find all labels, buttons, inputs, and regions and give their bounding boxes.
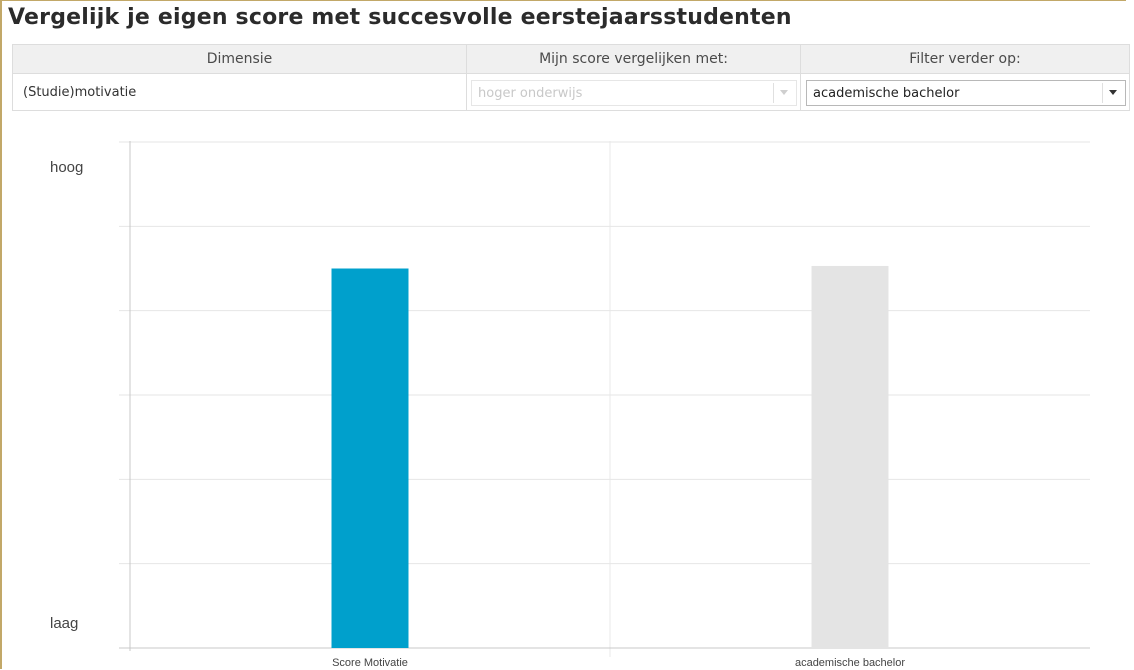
comparison-table: Dimensie Mijn score vergelijken met: Fil…	[12, 44, 1130, 111]
compare-select[interactable]: hoger onderwijs	[471, 80, 797, 106]
compare-select-value: hoger onderwijs	[478, 85, 583, 101]
x-tick-label: Score Motivatie	[332, 657, 408, 669]
chevron-down-icon	[1109, 90, 1117, 95]
bars	[331, 265, 889, 649]
x-tick-label: academische bachelor	[795, 657, 905, 669]
header-dimensie: Dimensie	[12, 44, 467, 74]
chart-canvas: Score Motivatie academische bachelor	[119, 141, 1090, 669]
filter-select-value: academische bachelor	[813, 85, 960, 101]
bar-academische-bachelor[interactable]	[811, 265, 889, 648]
compare-cell: hoger onderwijs	[467, 74, 801, 111]
dimension-value: (Studie)motivatie	[23, 84, 137, 100]
header-compare: Mijn score vergelijken met:	[467, 44, 801, 74]
select-divider	[1102, 83, 1103, 103]
header-filter: Filter verder op:	[801, 44, 1130, 74]
score-chart: hoog laag Score Motivatie academische bac…	[2, 121, 1128, 670]
chevron-down-icon	[780, 90, 788, 95]
bar-score-motivatie[interactable]	[331, 268, 409, 649]
x-labels: Score Motivatie academische bachelor	[332, 657, 905, 669]
page-title: Vergelijk je eigen score met succesvolle…	[8, 5, 792, 30]
y-label-hoog: hoog	[50, 159, 84, 176]
grid	[119, 141, 1090, 565]
dimension-cell: (Studie)motivatie	[12, 74, 467, 111]
select-divider	[773, 83, 774, 103]
filter-cell: academische bachelor	[801, 74, 1130, 111]
y-label-laag: laag	[50, 615, 79, 632]
filter-select[interactable]: academische bachelor	[806, 80, 1126, 106]
